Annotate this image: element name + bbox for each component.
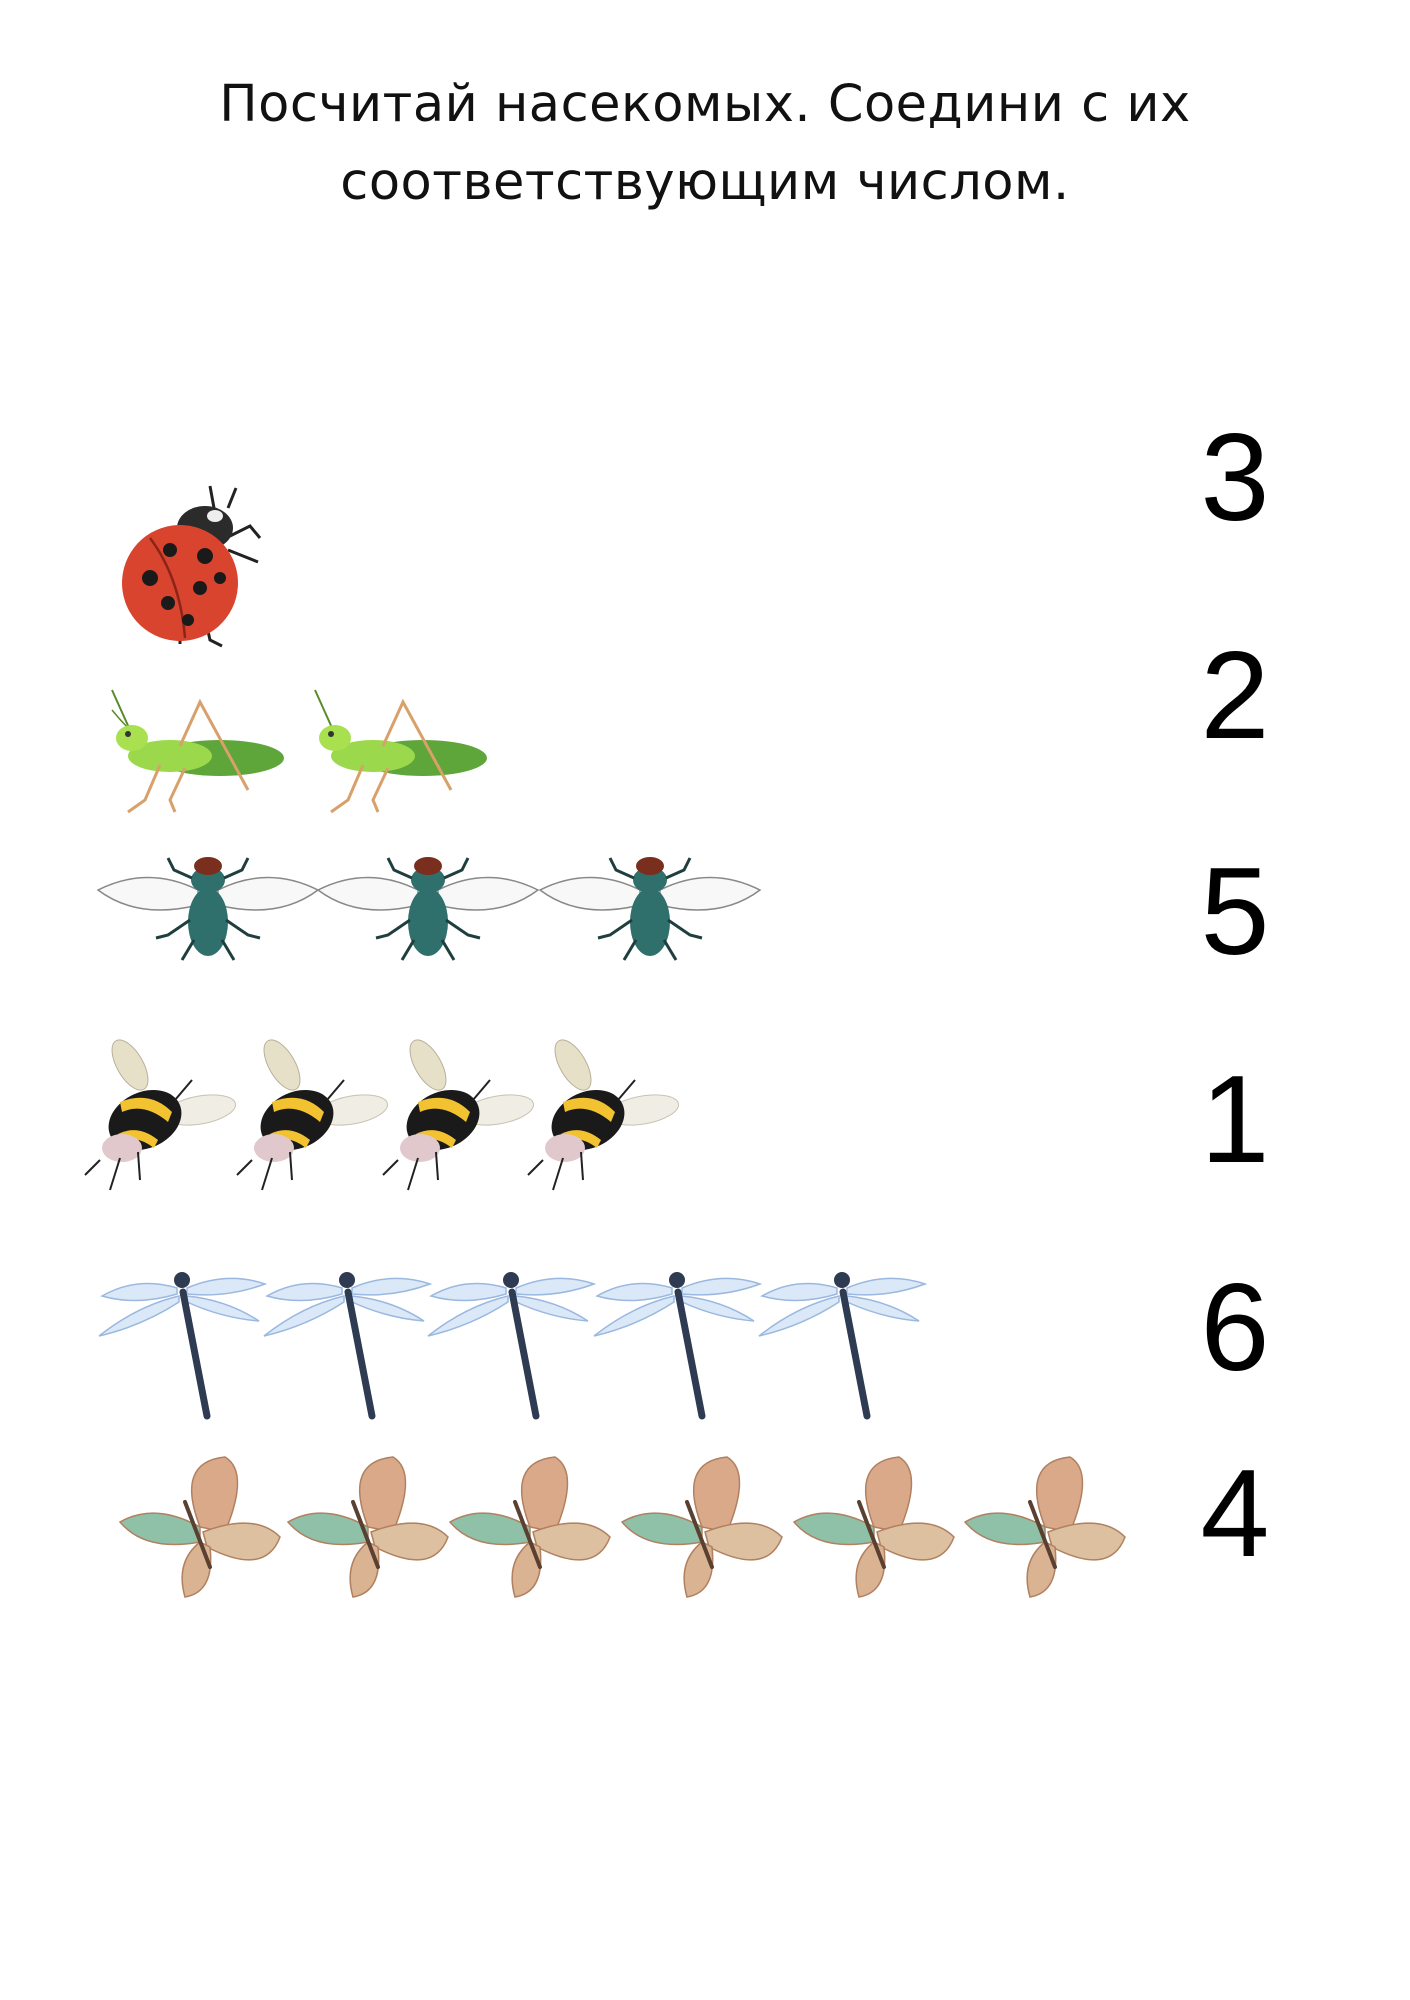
- ladybug-icon[interactable]: [110, 478, 262, 648]
- grasshopper-icon[interactable]: [303, 689, 493, 820]
- number-3[interactable]: 3: [1200, 409, 1270, 547]
- insect-row-fly: 5: [0, 850, 1269, 974]
- instructions-line-2: соответствующим числом.: [340, 153, 1070, 212]
- bumblebee-icon[interactable]: [378, 1039, 538, 1200]
- number-1[interactable]: 1: [1200, 1051, 1270, 1189]
- dragonfly-icon[interactable]: [97, 1266, 268, 1426]
- insect-row-ladybug: 3: [0, 416, 1269, 648]
- insect-row-grasshopper: 2: [0, 634, 1269, 820]
- butterfly-icon[interactable]: [789, 1452, 959, 1602]
- insect-row-bumblebee: 1: [0, 1039, 1269, 1200]
- number-4[interactable]: 4: [1200, 1445, 1270, 1583]
- number-2[interactable]: 2: [1200, 627, 1270, 765]
- butterfly-icon[interactable]: [617, 1452, 787, 1602]
- butterfly-icon[interactable]: [960, 1452, 1130, 1602]
- fly-icon[interactable]: [96, 850, 320, 970]
- dragonfly-icon[interactable]: [426, 1266, 597, 1426]
- butterfly-icon[interactable]: [115, 1452, 285, 1602]
- insect-row-butterfly: 4: [0, 1452, 1269, 1602]
- dragonfly-icon[interactable]: [757, 1266, 928, 1426]
- number-5[interactable]: 5: [1200, 843, 1270, 981]
- butterfly-icon[interactable]: [445, 1452, 615, 1602]
- bumblebee-icon[interactable]: [232, 1039, 392, 1200]
- number-6[interactable]: 6: [1200, 1259, 1270, 1397]
- butterfly-icon[interactable]: [283, 1452, 453, 1602]
- insect-row-dragonfly: 6: [0, 1266, 1269, 1426]
- bumblebee-icon[interactable]: [80, 1039, 240, 1200]
- fly-icon[interactable]: [316, 850, 540, 970]
- fly-icon[interactable]: [538, 850, 762, 970]
- dragonfly-icon[interactable]: [592, 1266, 763, 1426]
- instructions-text: Посчитай насекомых. Соедини с их соответ…: [0, 66, 1410, 222]
- dragonfly-icon[interactable]: [262, 1266, 433, 1426]
- instructions-line-1: Посчитай насекомых. Соедини с их: [219, 75, 1191, 134]
- grasshopper-icon[interactable]: [100, 689, 290, 820]
- bumblebee-icon[interactable]: [523, 1039, 683, 1200]
